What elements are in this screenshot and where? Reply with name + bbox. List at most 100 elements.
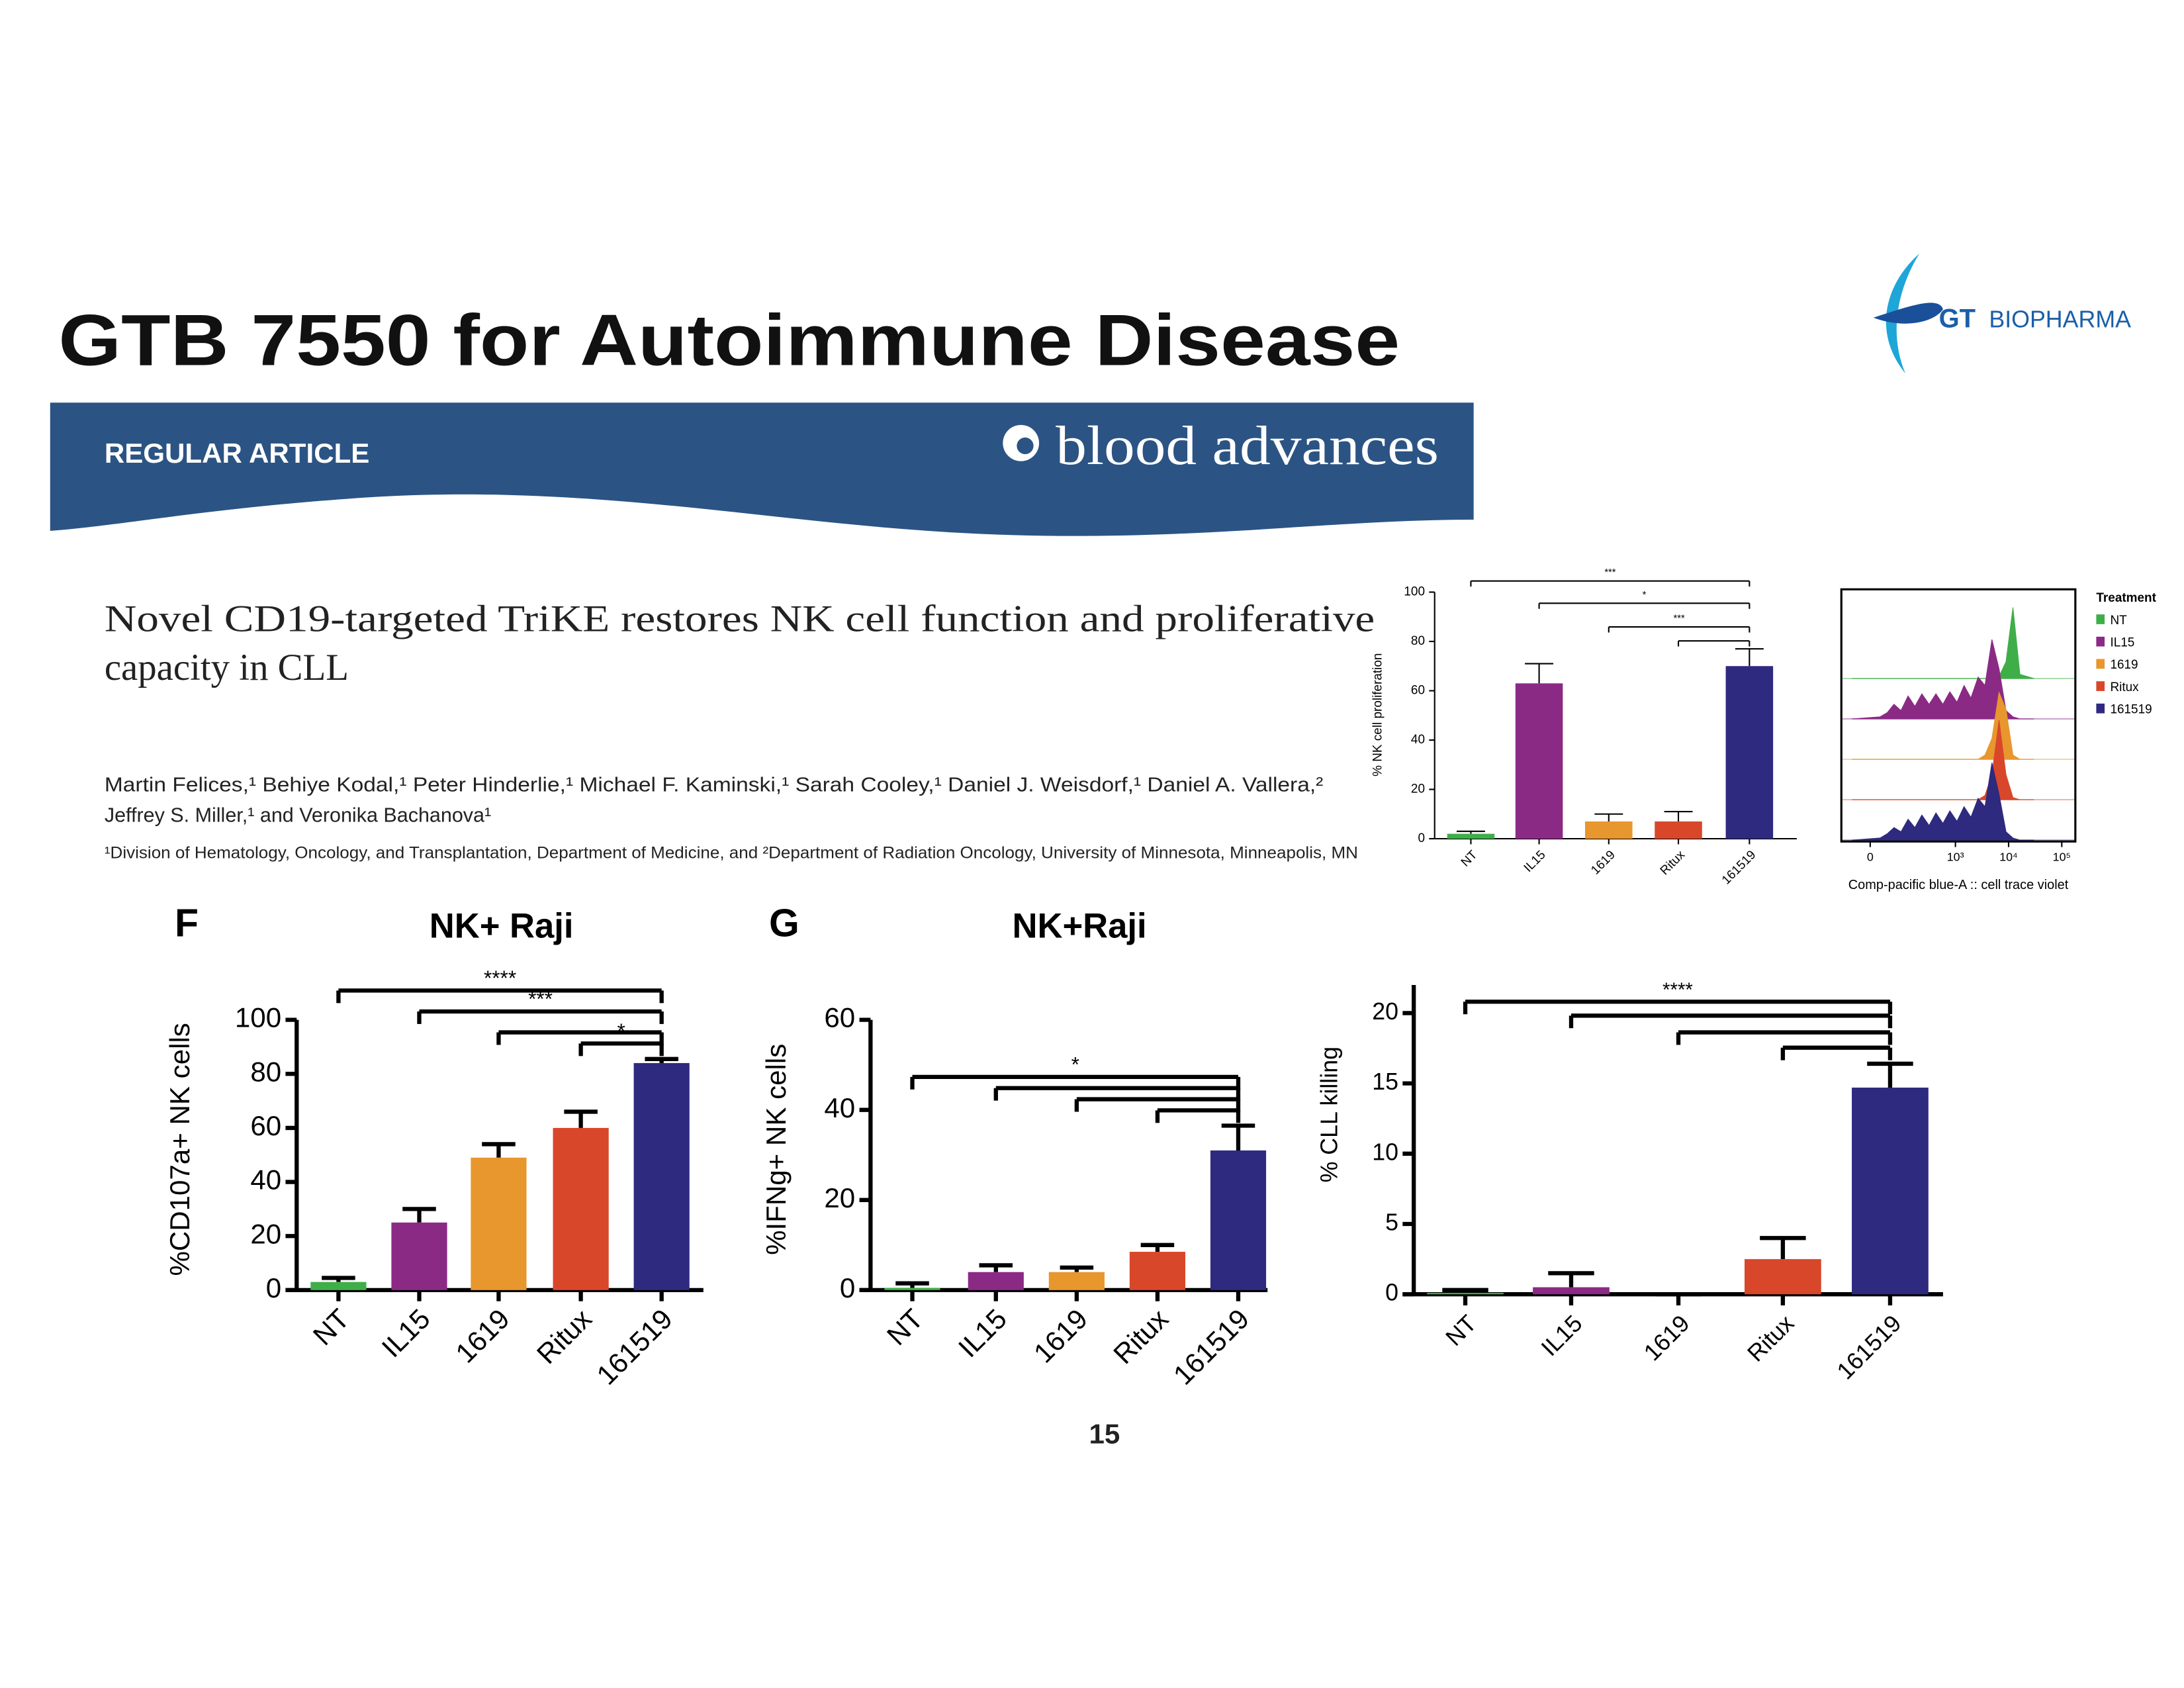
page-number: 15 bbox=[1089, 1418, 1120, 1449]
x-tick-label: 161519 bbox=[1167, 1303, 1255, 1391]
bar bbox=[1515, 683, 1563, 839]
bar bbox=[471, 1157, 527, 1290]
x-tick-label: 1619 bbox=[1588, 848, 1618, 878]
bar bbox=[310, 1282, 367, 1290]
logo-swirl bbox=[1873, 303, 1943, 324]
x-tick-label: 161519 bbox=[1832, 1310, 1907, 1385]
x-tick-label: Ritux bbox=[1658, 848, 1688, 878]
chart-title: NK+ Raji bbox=[430, 906, 574, 945]
y-tick-label: 10 bbox=[1372, 1139, 1398, 1165]
density-area bbox=[1852, 691, 2034, 760]
chart-title: NK+Raji bbox=[1012, 906, 1146, 945]
bar bbox=[1129, 1252, 1186, 1290]
y-tick-label: 5 bbox=[1385, 1209, 1398, 1235]
y-tick-label: 100 bbox=[235, 1002, 281, 1033]
bar bbox=[1852, 1088, 1929, 1295]
bar bbox=[884, 1288, 940, 1290]
y-tick-label: 60 bbox=[824, 1002, 855, 1033]
article-affiliation: ¹Division of Hematology, Oncology, and T… bbox=[105, 843, 1358, 862]
y-tick-label: 20 bbox=[250, 1218, 281, 1249]
x-tick-label: NT bbox=[1441, 1310, 1482, 1351]
logo-text: GT bbox=[1939, 305, 1976, 334]
bar bbox=[1210, 1150, 1267, 1290]
y-tick-label: 20 bbox=[824, 1182, 855, 1213]
x-tick-label: IL15 bbox=[1522, 848, 1549, 875]
x-tick-label: 161519 bbox=[1719, 848, 1759, 888]
y-tick-label: 0 bbox=[1418, 831, 1425, 845]
y-tick-label: 40 bbox=[824, 1092, 855, 1123]
y-tick-label: 80 bbox=[1411, 634, 1425, 648]
journal-icon bbox=[1017, 437, 1034, 455]
article-authors: Jeffrey S. Miller,¹ and Veronika Bachano… bbox=[105, 804, 491, 827]
x-tick-label: 10⁵ bbox=[2053, 851, 2071, 864]
legend-label: IL15 bbox=[2110, 636, 2134, 650]
bar bbox=[968, 1272, 1024, 1290]
x-axis-label: Comp-pacific blue-A :: cell trace violet bbox=[1848, 878, 2069, 892]
legend-label: 1619 bbox=[2110, 658, 2138, 672]
journal-name: blood advances bbox=[1056, 415, 1439, 477]
legend-label: Ritux bbox=[2110, 680, 2139, 694]
significance-label: **** bbox=[484, 966, 516, 990]
legend-label: NT bbox=[2110, 614, 2127, 628]
significance-label: *** bbox=[1673, 614, 1684, 624]
bar bbox=[1655, 821, 1702, 839]
legend-swatch bbox=[2096, 636, 2105, 647]
y-axis-label: %CD107a+ NK cells bbox=[164, 1023, 195, 1276]
significance-label: * bbox=[1643, 590, 1647, 600]
y-tick-label: 0 bbox=[1385, 1280, 1398, 1306]
x-tick-label: 10⁴ bbox=[1999, 851, 2018, 864]
y-tick-label: 60 bbox=[250, 1110, 281, 1141]
panel-letter: F bbox=[175, 902, 199, 945]
article-authors: Martin Felices,¹ Behiye Kodal,¹ Peter Hi… bbox=[105, 773, 1324, 796]
y-tick-label: 40 bbox=[250, 1164, 281, 1196]
x-tick-label: 1619 bbox=[449, 1303, 515, 1368]
y-tick-label: 60 bbox=[1411, 683, 1425, 697]
article-title: capacity in CLL bbox=[105, 647, 349, 688]
x-tick-label: 10³ bbox=[1947, 851, 1964, 864]
plot-frame bbox=[1840, 588, 2077, 843]
slide-title: GTB 7550 for Autoimmune Disease bbox=[58, 300, 1400, 381]
x-tick-label: NT bbox=[307, 1303, 355, 1351]
x-tick-label: 161519 bbox=[590, 1303, 678, 1391]
density-area bbox=[1852, 639, 2034, 720]
y-tick-label: 20 bbox=[1372, 998, 1398, 1025]
y-axis-label: % NK cell proliferation bbox=[1371, 653, 1385, 776]
y-tick-label: 15 bbox=[1372, 1068, 1398, 1095]
logo-text: BIOPHARMA bbox=[1989, 306, 2131, 333]
significance-label: * bbox=[617, 1019, 625, 1043]
bar bbox=[1048, 1272, 1105, 1290]
x-tick-label: NT bbox=[881, 1303, 929, 1351]
article-title: Novel CD19-targeted TriKE restores NK ce… bbox=[105, 598, 1375, 639]
x-tick-label: NT bbox=[1459, 848, 1480, 870]
bar bbox=[553, 1127, 609, 1290]
x-tick-label: IL15 bbox=[952, 1303, 1013, 1363]
legend-swatch bbox=[2096, 703, 2105, 714]
bar bbox=[1427, 1293, 1504, 1295]
bar bbox=[1585, 821, 1633, 839]
x-tick-label: 0 bbox=[1867, 851, 1874, 864]
panel-letter: G bbox=[769, 902, 799, 945]
y-axis-label: % CLL killing bbox=[1316, 1047, 1342, 1182]
significance-label: *** bbox=[1604, 567, 1615, 578]
x-tick-label: Ritux bbox=[1107, 1303, 1174, 1370]
logo-swirl bbox=[1886, 254, 1920, 374]
significance-label: *** bbox=[528, 987, 553, 1011]
significance-label: * bbox=[1071, 1052, 1079, 1076]
legend-swatch bbox=[2096, 614, 2105, 624]
density-area bbox=[1852, 763, 2034, 841]
y-tick-label: 0 bbox=[266, 1272, 281, 1303]
y-tick-label: 40 bbox=[1411, 733, 1425, 747]
legend-title: Treatment bbox=[2096, 591, 2156, 605]
x-tick-label: IL15 bbox=[1536, 1310, 1588, 1362]
legend-label: 161519 bbox=[2110, 703, 2152, 717]
legend-swatch bbox=[2096, 659, 2105, 669]
x-tick-label: IL15 bbox=[376, 1303, 436, 1363]
density-area bbox=[1852, 607, 2034, 679]
legend-swatch bbox=[2096, 681, 2105, 691]
x-tick-label: 1619 bbox=[1639, 1310, 1695, 1366]
bar bbox=[391, 1222, 447, 1290]
bar bbox=[1745, 1259, 1821, 1295]
x-tick-label: Ritux bbox=[531, 1303, 598, 1370]
y-tick-label: 100 bbox=[1404, 585, 1425, 598]
